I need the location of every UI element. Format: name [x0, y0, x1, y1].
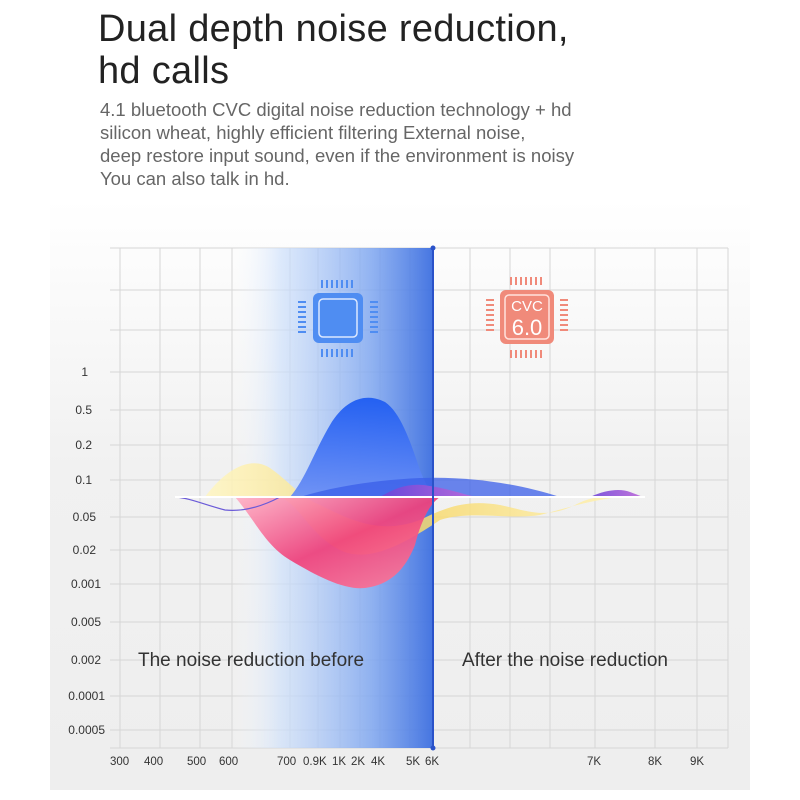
thin-line-wave: [174, 496, 281, 511]
waves: [174, 397, 645, 589]
y-label: 0.0005: [68, 723, 105, 737]
headline-line-2: hd calls: [98, 50, 230, 92]
headline-line-1: Dual depth noise reduction,: [98, 8, 569, 50]
description-line-4: You can also talk in hd.: [100, 168, 290, 189]
x-label: 700: [277, 756, 297, 768]
description: 4.1 bluetooth CVC digital noise reductio…: [100, 98, 720, 190]
x-label: 600: [219, 756, 239, 768]
chip-line-2: 6.0: [512, 315, 543, 340]
x-label: 300: [110, 756, 130, 768]
chip-blue-icon: [298, 280, 378, 357]
y-label: 0.05: [72, 510, 96, 524]
x-label: 400: [144, 756, 164, 768]
x-label: 5K: [406, 756, 421, 768]
y-label: 0.2: [75, 438, 92, 452]
caption-after: After the noise reduction: [462, 650, 668, 671]
x-label: 9K: [690, 756, 705, 768]
y-label: 0.1: [75, 473, 92, 487]
description-line-1: 4.1 bluetooth CVC digital noise reductio…: [100, 99, 572, 120]
x-label: 7K: [587, 756, 602, 768]
x-label: 8K: [648, 756, 663, 768]
blue-peak-wave: [290, 397, 440, 497]
chip-line-1: CVC: [511, 298, 543, 315]
y-label: 0.0001: [68, 689, 105, 703]
x-label: 6K: [425, 756, 440, 768]
y-label: 1: [81, 365, 88, 379]
x-label: 2K: [351, 756, 366, 768]
purple-wave: [380, 484, 480, 497]
y-label: 0.5: [75, 403, 92, 417]
y-label: 0.005: [70, 615, 101, 629]
description-line-2: silicon wheat, highly efficient filterin…: [100, 122, 526, 143]
caption-before: The noise reduction before: [138, 650, 365, 671]
pink-wave: [235, 497, 440, 589]
purple-wave-right: [590, 489, 645, 497]
divider-top-dot: [430, 245, 436, 251]
divider-bottom-dot: [430, 745, 436, 751]
y-label: 0.001: [70, 577, 101, 591]
x-label: 4K: [371, 756, 386, 768]
x-label: 0.9K: [303, 756, 327, 768]
x-label: 1K: [332, 756, 347, 768]
description-line-3: deep restore input sound, even if the en…: [100, 145, 575, 166]
y-label: 0.02: [72, 543, 96, 557]
chip-cvc-icon: CVC 6.0: [486, 277, 568, 358]
y-label: 0.002: [70, 653, 101, 667]
x-label: 500: [187, 756, 207, 768]
headline: Dual depth noise reduction, hd calls: [98, 8, 758, 92]
